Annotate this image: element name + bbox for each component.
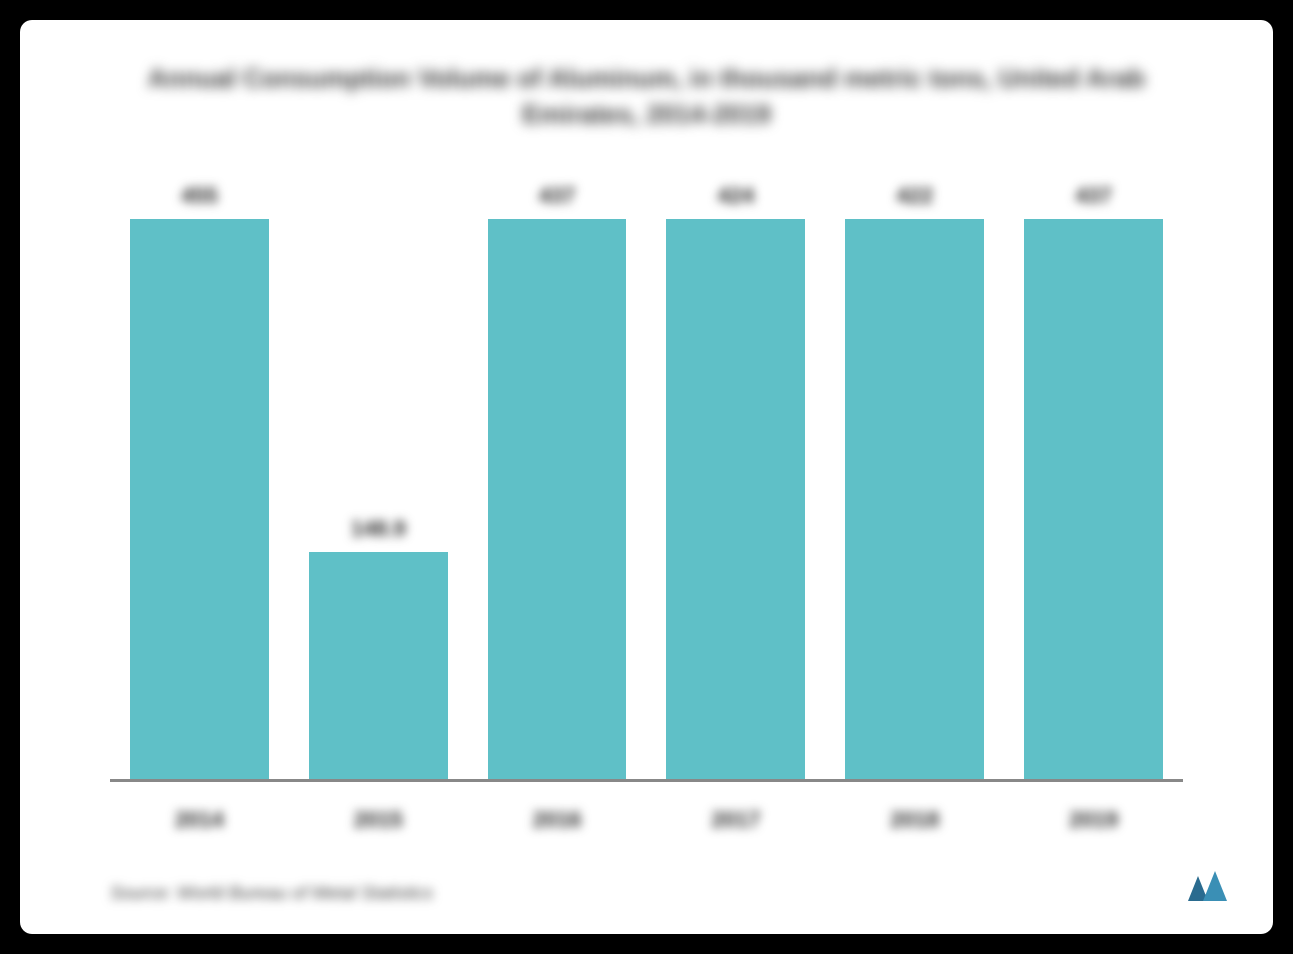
bar-item: 437 <box>1024 183 1163 779</box>
bar-item: 424 <box>666 183 805 779</box>
bar-item: 148.9 <box>309 183 448 779</box>
bar-category-label: 2019 <box>1024 807 1163 833</box>
labels-row: 2014 2015 2016 2017 2018 2019 <box>110 782 1183 833</box>
bar <box>488 219 627 779</box>
bar-category-label: 2017 <box>666 807 805 833</box>
bar-category-label: 2018 <box>845 807 984 833</box>
bar-value-label: 455 <box>181 183 218 209</box>
bar-value-label: 422 <box>896 183 933 209</box>
logo-icon <box>1183 866 1233 906</box>
source-text: Source: World Bureau of Metal Statistics <box>80 883 1213 904</box>
bar <box>845 219 984 779</box>
bar <box>1024 219 1163 779</box>
bar <box>666 219 805 779</box>
bar-value-label: 424 <box>718 183 755 209</box>
bar-value-label: 148.9 <box>351 516 406 542</box>
bar <box>130 219 269 779</box>
bar-item: 422 <box>845 183 984 779</box>
bars-region: 455 148.9 437 424 422 437 <box>110 183 1183 782</box>
bar-category-label: 2015 <box>309 807 448 833</box>
bar-category-label: 2016 <box>488 807 627 833</box>
bar-item: 455 <box>130 183 269 779</box>
bar-item: 437 <box>488 183 627 779</box>
bar <box>309 552 448 779</box>
chart-title: Annual Consumption Volume of Aluminum, i… <box>80 60 1213 133</box>
bar-value-label: 437 <box>1075 183 1112 209</box>
chart-area: 455148.9437424422437 2014201520162017201… <box>80 183 1213 833</box>
bar-category-label: 2014 <box>130 807 269 833</box>
chart-container: Annual Consumption Volume of Aluminum, i… <box>20 20 1273 934</box>
bar-value-label: 437 <box>539 183 576 209</box>
